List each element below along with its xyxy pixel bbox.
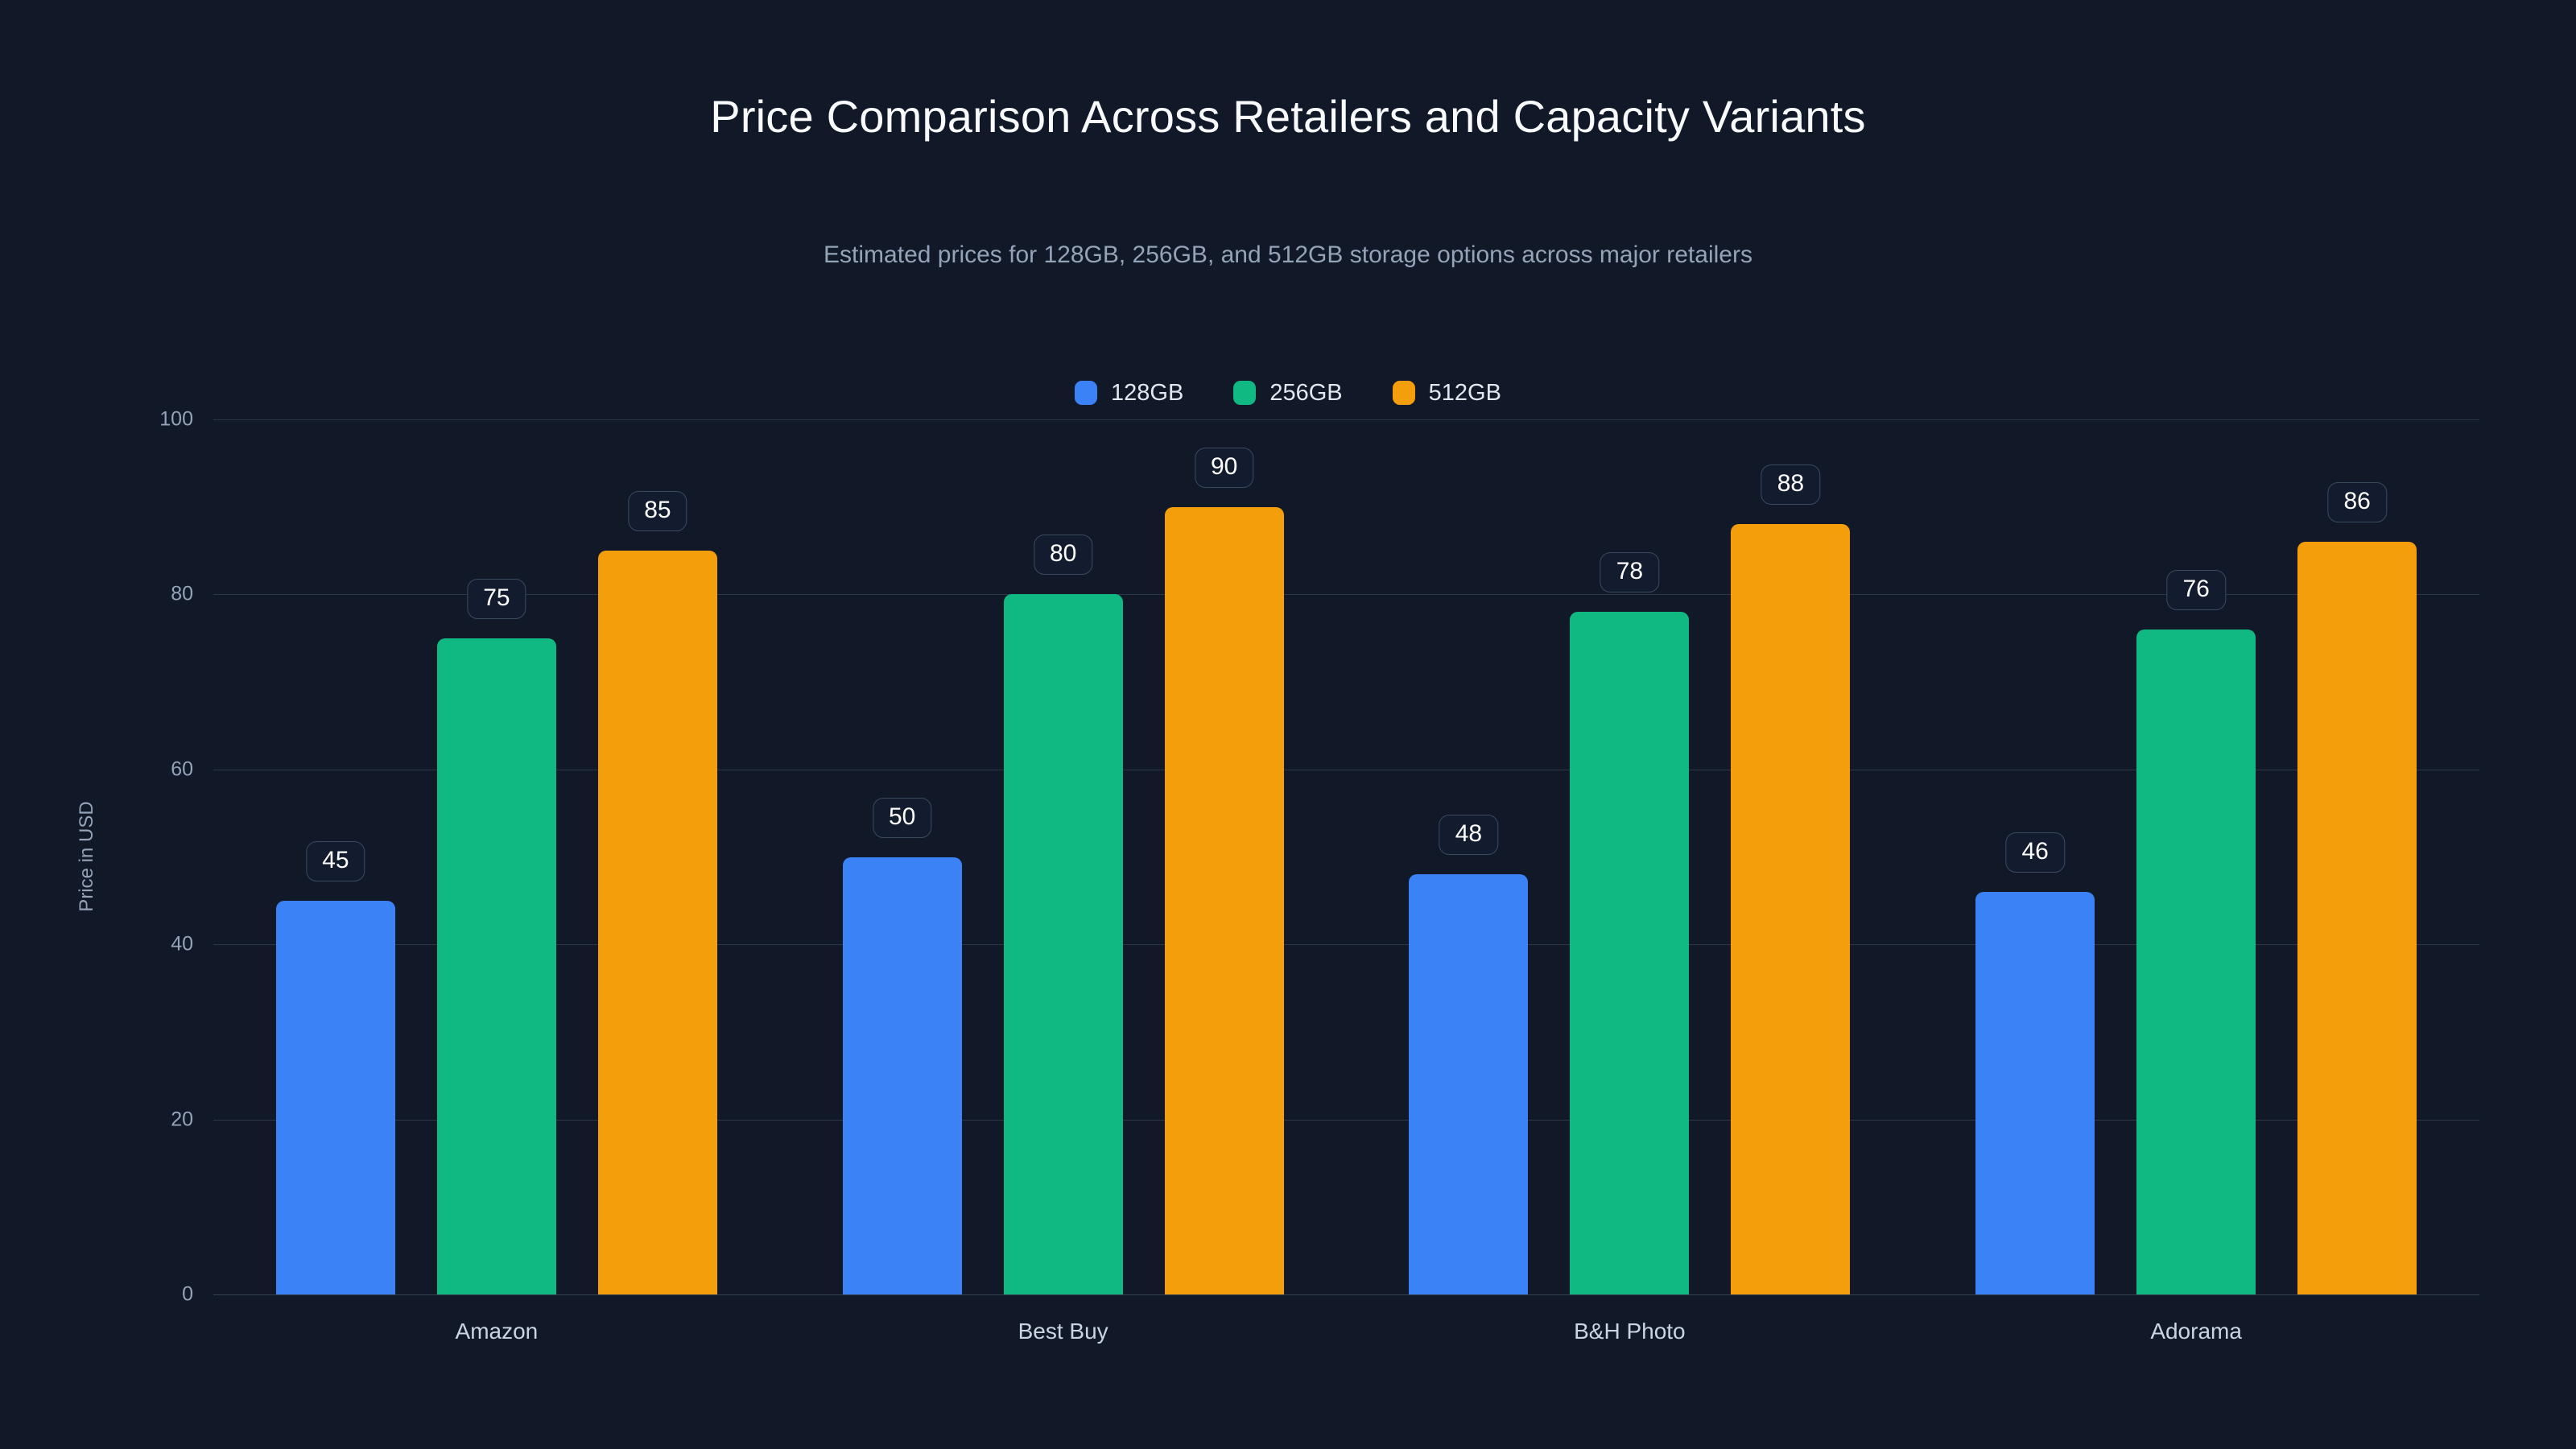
x-tick-label-adorama: Adorama — [2150, 1319, 2242, 1344]
legend-item-512gb[interactable]: 512GB — [1392, 379, 1501, 407]
y-tick-label: 40 — [171, 932, 193, 956]
bar-b-h-photo-512gb[interactable] — [1731, 524, 1851, 1294]
page-title: Price Comparison Across Retailers and Ca… — [710, 91, 1866, 142]
bar-adorama-128gb[interactable] — [1975, 891, 2095, 1294]
bar-b-h-photo-128gb[interactable] — [1409, 874, 1529, 1294]
gridline — [213, 594, 2479, 596]
value-badge: 90 — [1194, 447, 1254, 488]
gridline — [213, 944, 2479, 946]
value-badge: 88 — [1761, 464, 1821, 506]
bar-amazon-256gb[interactable] — [436, 638, 556, 1294]
bar-best-buy-512gb[interactable] — [1164, 506, 1284, 1294]
y-tick-label: 0 — [182, 1282, 193, 1306]
x-tick-label-best-buy: Best Buy — [1018, 1319, 1108, 1344]
value-badge: 46 — [2005, 832, 2065, 873]
value-badge: 75 — [467, 578, 526, 619]
gridline — [213, 419, 2479, 420]
value-badge: 80 — [1033, 535, 1093, 576]
x-axis-line — [213, 1294, 2479, 1295]
value-badge: 50 — [872, 797, 932, 838]
value-badge: 85 — [628, 491, 687, 532]
legend-swatch-128gb — [1075, 381, 1098, 405]
y-tick-label: 100 — [159, 407, 193, 431]
gridline — [213, 1119, 2479, 1121]
legend-item-256gb[interactable]: 256GB — [1233, 379, 1343, 407]
chart-subtitle: Estimated prices for 128GB, 256GB, and 5… — [824, 242, 1752, 268]
legend-item-label: 256GB — [1269, 379, 1343, 406]
bar-best-buy-256gb[interactable] — [1003, 594, 1123, 1294]
bar-best-buy-128gb[interactable] — [842, 857, 962, 1294]
bar-amazon-128gb[interactable] — [275, 900, 395, 1294]
bar-b-h-photo-256gb[interactable] — [1570, 612, 1690, 1294]
value-badge: 78 — [1600, 552, 1660, 593]
bar-adorama-512gb[interactable] — [2297, 542, 2417, 1294]
legend-item-label: 512GB — [1428, 379, 1501, 406]
legend-item-128gb[interactable]: 128GB — [1075, 380, 1183, 407]
value-badge: 76 — [2166, 569, 2226, 610]
y-axis-title: Price in USD — [76, 801, 97, 912]
y-tick-label: 20 — [171, 1108, 193, 1131]
legend-swatch-512gb — [1392, 381, 1415, 405]
x-tick-label-b-h-photo: B&H Photo — [1574, 1319, 1686, 1344]
value-badge: 45 — [306, 840, 365, 881]
chart-legend: 128GB 256GB 512GB — [0, 372, 2576, 414]
bar-adorama-256gb[interactable] — [2136, 629, 2256, 1294]
plot-area — [213, 419, 2479, 1295]
value-badge: 86 — [2327, 482, 2387, 523]
y-tick-label: 60 — [171, 758, 193, 781]
bar-amazon-512gb[interactable] — [597, 551, 717, 1294]
value-badge: 48 — [1439, 815, 1499, 856]
legend-item-label: 128GB — [1111, 379, 1184, 406]
legend-swatch-256gb — [1233, 381, 1257, 405]
y-tick-label: 80 — [171, 582, 193, 605]
x-tick-label-amazon: Amazon — [455, 1319, 539, 1344]
